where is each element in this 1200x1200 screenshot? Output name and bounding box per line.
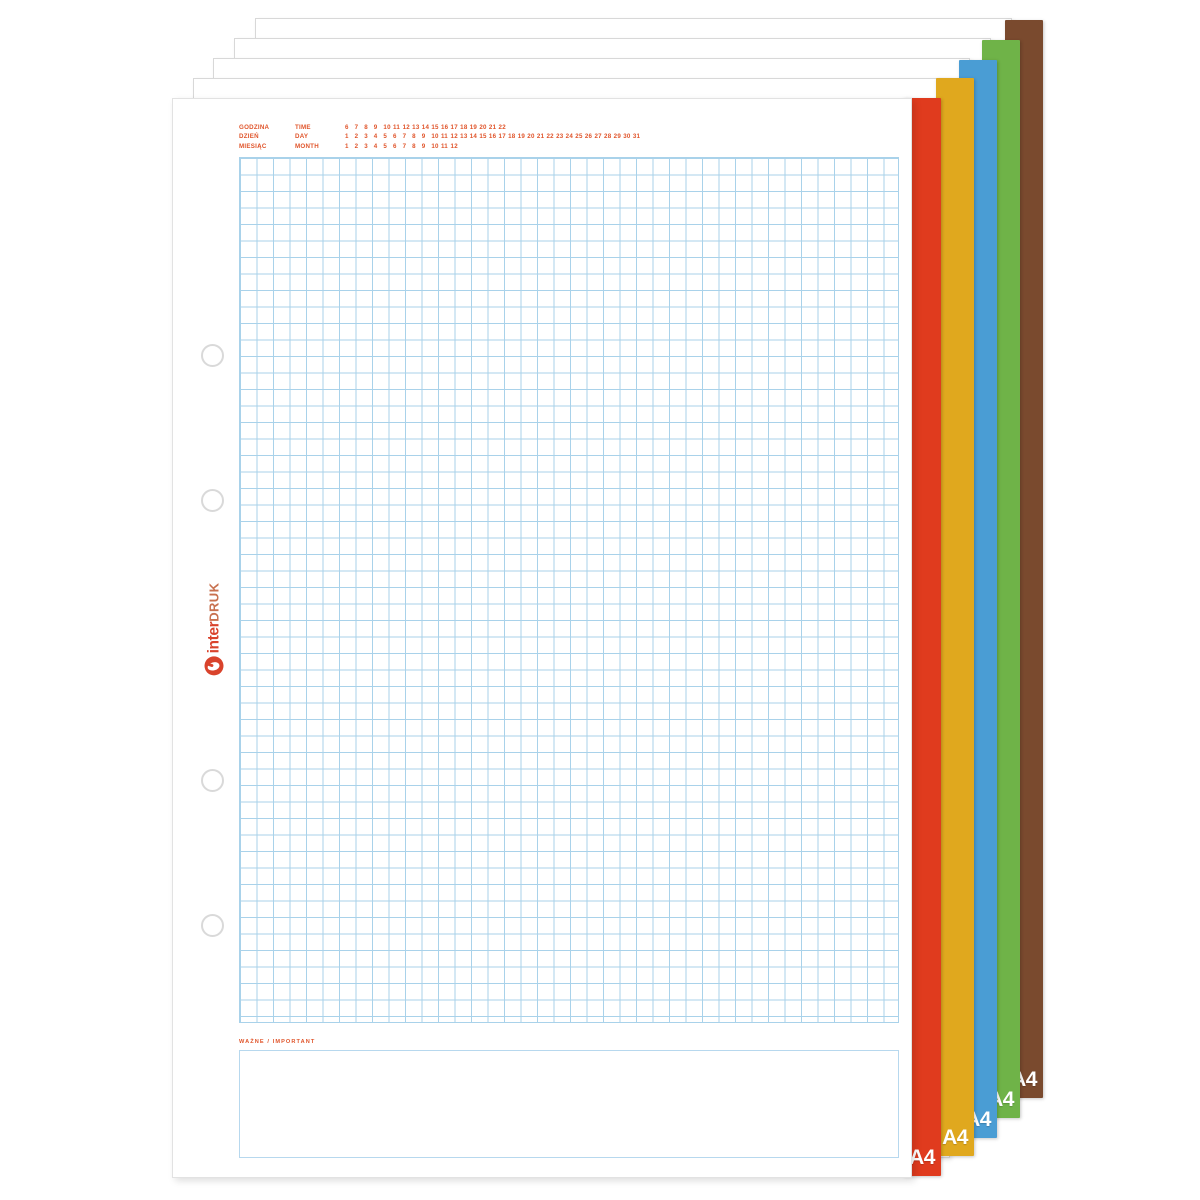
tab-yellow-label: A4 (942, 1126, 968, 1149)
header-label-pl: DZIEŃ (239, 133, 259, 141)
scale-number: 19 (517, 133, 526, 141)
punch-hole-1 (201, 344, 224, 367)
scale-number: 7 (354, 124, 359, 131)
scale-number: 3 (364, 133, 368, 141)
header-label-en: DAY (295, 133, 309, 141)
scale-number: 15 (431, 124, 439, 131)
important-note-box (239, 1050, 899, 1158)
scale-number: 14 (469, 133, 478, 141)
scale-number: 6 (345, 124, 349, 131)
scale-number: 6 (392, 142, 397, 150)
scale-number: 8 (412, 133, 416, 141)
brand-name-secondary: DRUK (206, 582, 222, 622)
interdruk-logo: inter DRUK (197, 564, 231, 694)
scale-number: 13 (460, 133, 468, 141)
header-label-en: TIME (295, 124, 311, 131)
scale-number: 1 (345, 142, 349, 150)
header-number-scale: 1 2 3 4 5 6 7 8 9 10 11 12 13 14 15 16 17 18 19 20 21 22 23 24 2… (345, 132, 642, 141)
scale-number: 11 (440, 133, 448, 141)
scale-number: 10 (431, 133, 439, 141)
header-row-day: DZIEŃ DAY 1 2 3 4 5 6 7 8 9 10 11 12 13 14 15 16 17 18 19 20 2… (239, 132, 642, 141)
scale-number: 10 (383, 124, 391, 131)
scale-number: 27 (594, 133, 602, 141)
scale-number: 9 (373, 124, 378, 131)
header-label-pl: MIESIĄC (239, 142, 267, 150)
important-section-label: WAŻNE / IMPORTANT (239, 1039, 316, 1045)
tab-red-label: A4 (909, 1146, 935, 1169)
scale-number: 29 (613, 133, 622, 141)
scale-number: 13 (412, 124, 420, 131)
scale-number: 21 (536, 133, 545, 141)
header-number-scale: 1 2 3 4 5 6 7 8 9 10 11 12 (345, 142, 460, 151)
scale-number: 3 (364, 142, 368, 150)
scale-number: 8 (412, 142, 416, 150)
scale-number: 26 (584, 133, 593, 141)
scale-number: 2 (354, 142, 359, 150)
scale-number: 18 (508, 133, 516, 141)
scale-number: 9 (421, 133, 426, 141)
scale-number: 20 (527, 133, 535, 141)
scale-number: 16 (488, 133, 497, 141)
scale-number: 25 (575, 133, 583, 141)
scale-number: 6 (392, 133, 397, 141)
punch-hole-3 (201, 769, 224, 792)
scale-number: 19 (469, 124, 478, 131)
scale-number: 9 (421, 142, 426, 150)
scale-number: 10 (431, 142, 439, 150)
tab-yellow: A4 (936, 78, 974, 1156)
header-label-pl: GODZINA (239, 124, 270, 131)
header-label-en: MONTH (295, 142, 319, 150)
scale-number: 8 (364, 124, 368, 131)
scale-number: 5 (383, 133, 388, 141)
scale-number: 12 (450, 142, 458, 150)
scale-number: 7 (402, 142, 407, 150)
scale-number: 7 (402, 133, 407, 141)
scale-number: 2 (354, 133, 359, 141)
scale-number: 12 (402, 124, 410, 131)
scale-number: 23 (556, 133, 564, 141)
punch-hole-4 (201, 914, 224, 937)
scale-number: 14 (421, 124, 430, 131)
scale-number: 11 (392, 124, 401, 131)
scale-number: 21 (488, 124, 497, 131)
scale-number: 17 (498, 133, 506, 141)
scale-number: 31 (632, 133, 641, 141)
scale-number: 28 (604, 133, 612, 141)
scale-number: 11 (440, 142, 448, 150)
scale-number: 22 (498, 124, 506, 131)
scale-number: 22 (546, 133, 554, 141)
scale-number: 17 (450, 124, 458, 131)
scale-number: 18 (460, 124, 468, 131)
scale-number: 15 (479, 133, 487, 141)
date-time-header: GODZINA TIME 6 7 8 9 10 11 12 13 14 15 16 17 18 19 20 21 2… (239, 123, 642, 151)
scale-number: 30 (623, 133, 631, 141)
scale-number: 20 (479, 124, 487, 131)
header-number-scale: 6 7 8 9 10 11 12 13 14 15 16 17 18 19 20 21 22 (345, 123, 508, 132)
header-row-month: MIESIĄC MONTH 1 2 3 4 5 6 7 8 9 10 11 12 (239, 142, 642, 151)
swan-emblem-icon (204, 656, 224, 676)
scale-number: 5 (383, 142, 388, 150)
scale-number: 4 (373, 142, 378, 150)
punch-hole-2 (201, 489, 224, 512)
scale-number: 24 (565, 133, 574, 141)
front-sheet: GODZINA TIME 6 7 8 9 10 11 12 13 14 15 16 17 18 19 20 21 2… (172, 98, 912, 1178)
header-row-time: GODZINA TIME 6 7 8 9 10 11 12 13 14 15 16 17 18 19 20 21 2… (239, 123, 642, 132)
scale-number: 4 (373, 133, 378, 141)
scale-number: 12 (450, 133, 458, 141)
scale-number: 16 (440, 124, 449, 131)
graph-paper-grid (239, 157, 899, 1023)
scale-number: 1 (345, 133, 349, 141)
brand-name-primary: inter (205, 621, 222, 654)
